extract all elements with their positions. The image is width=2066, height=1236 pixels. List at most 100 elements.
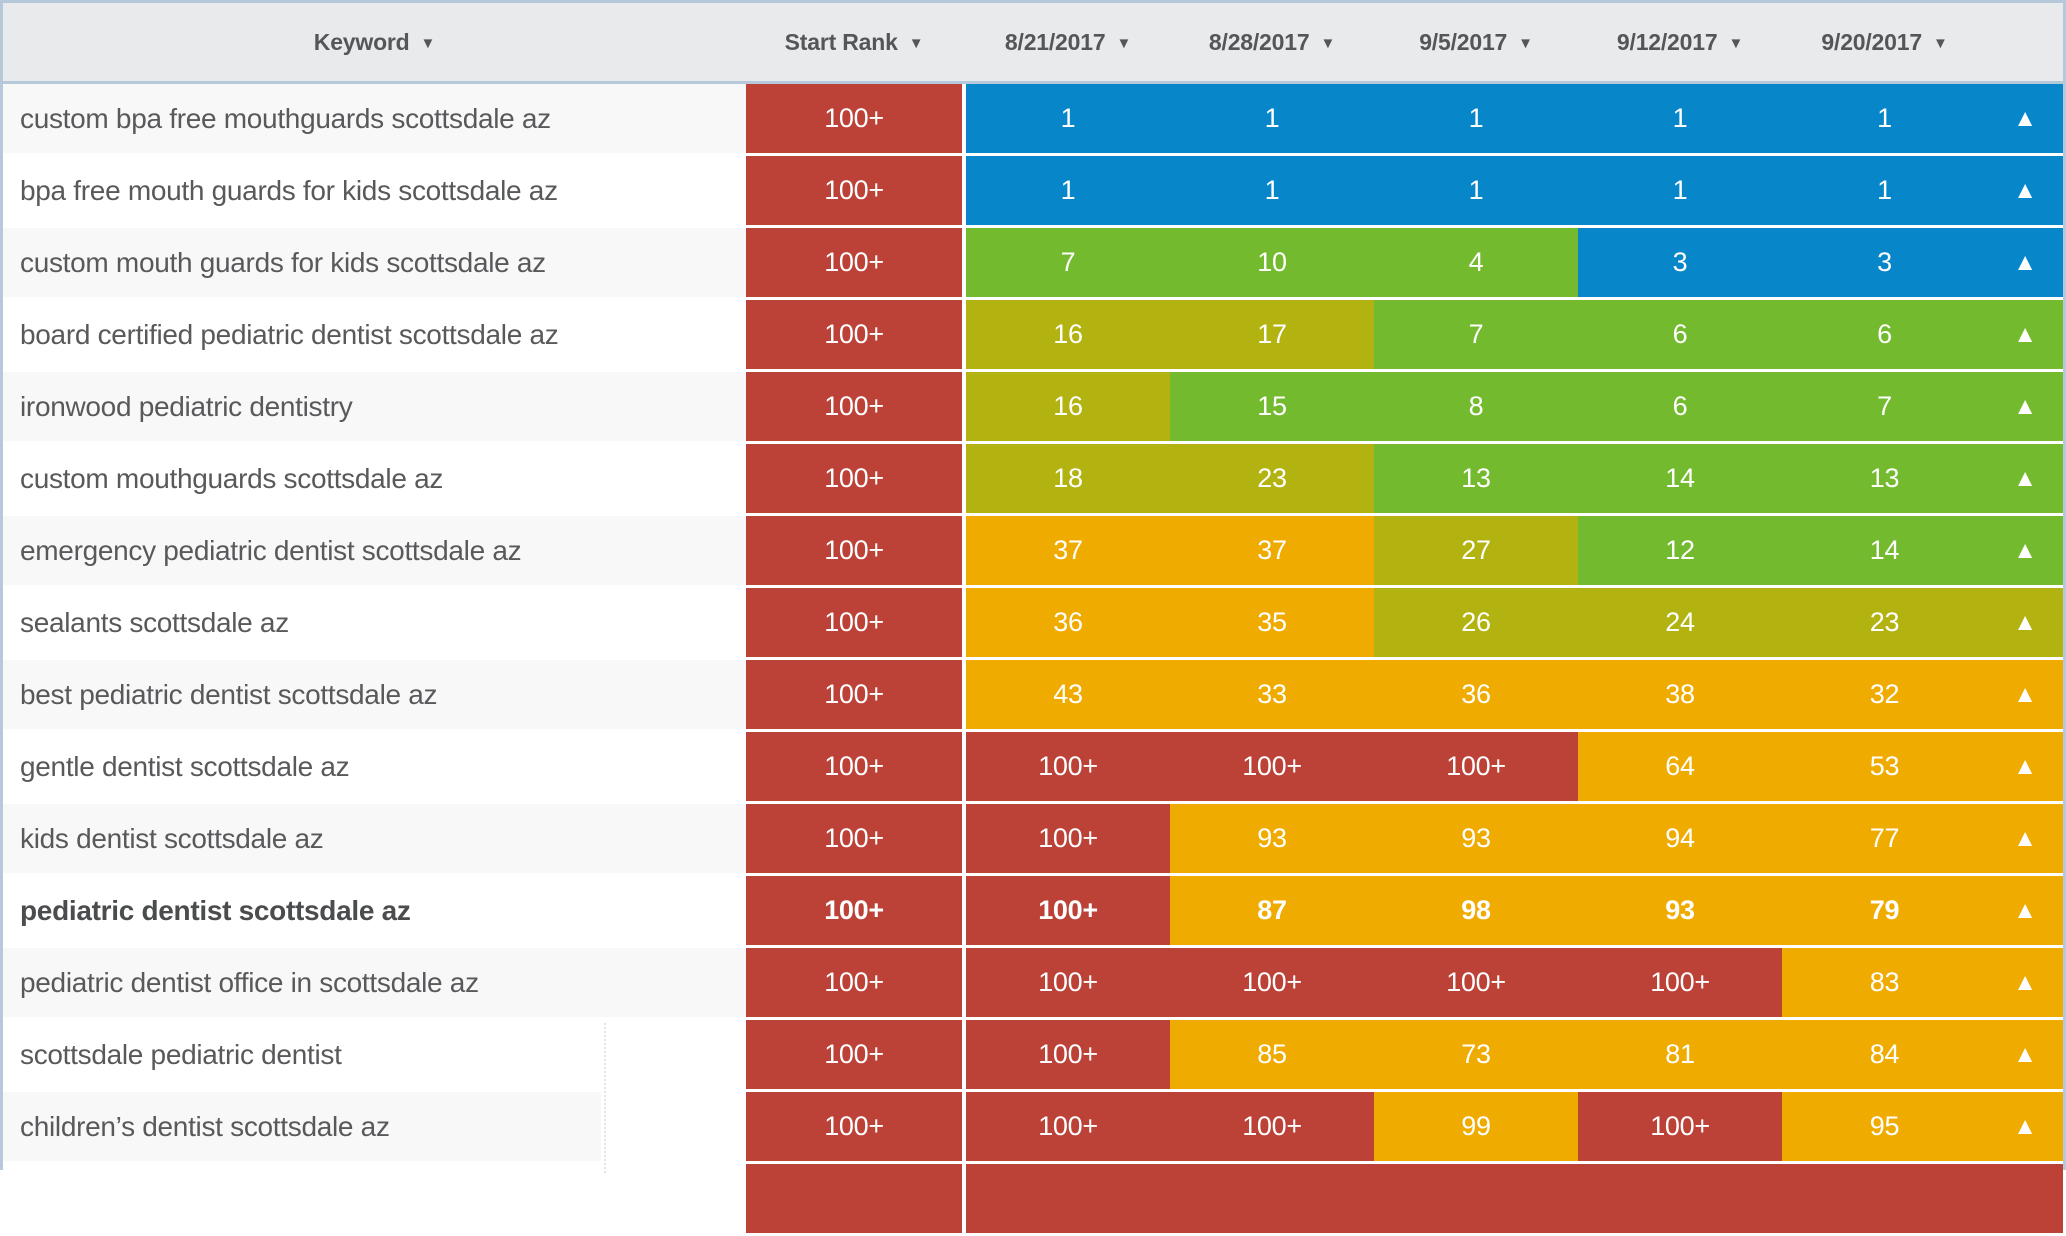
rank-value-cell: 100+ bbox=[966, 876, 1170, 948]
rank-value-cell: 32 bbox=[1782, 660, 1987, 732]
column-gap bbox=[962, 300, 966, 372]
keyword-cell: pediatric dentist scottsdale az bbox=[3, 876, 746, 948]
column-header-keyword[interactable]: Keyword ▼ bbox=[3, 3, 746, 81]
keyword-cell: custom mouthguards scottsdale az bbox=[3, 444, 746, 516]
rank-value-cell: 100+ bbox=[1578, 1092, 1782, 1164]
trend-up-icon: ▲ bbox=[2013, 608, 2037, 636]
start-rank-cell: 100+ bbox=[746, 1092, 962, 1164]
column-header-date-3[interactable]: 9/5/2017 ▼ bbox=[1374, 3, 1578, 81]
rank-value-cell: 73 bbox=[1374, 1020, 1578, 1092]
column-header-date-1[interactable]: 8/21/2017 ▼ bbox=[966, 3, 1170, 81]
trend-cell: ▲ bbox=[1987, 228, 2063, 300]
sort-descending-icon: ▼ bbox=[1518, 35, 1533, 52]
rank-value-cell: 93 bbox=[1578, 876, 1782, 948]
rank-value-cell bbox=[1374, 1164, 1578, 1236]
column-header-date-label: 9/12/2017 bbox=[1616, 28, 1718, 55]
rank-value-cell: 37 bbox=[966, 516, 1170, 588]
rank-value-cell: 26 bbox=[1374, 588, 1578, 660]
rank-value-cell: 77 bbox=[1782, 804, 1987, 876]
rank-value-cell: 14 bbox=[1578, 444, 1782, 516]
rank-value-cell: 27 bbox=[1374, 516, 1578, 588]
rank-value-cell: 6 bbox=[1578, 300, 1782, 372]
column-gap bbox=[962, 516, 966, 588]
column-header-date-4[interactable]: 9/12/2017 ▼ bbox=[1578, 3, 1782, 81]
rank-value-cell: 53 bbox=[1782, 732, 1987, 804]
rank-value-cell: 3 bbox=[1782, 228, 1987, 300]
column-header-date-label: 8/21/2017 bbox=[1004, 28, 1106, 55]
column-gap bbox=[962, 876, 966, 948]
rank-value-cell: 81 bbox=[1578, 1020, 1782, 1092]
rank-value-cell: 100+ bbox=[966, 1020, 1170, 1092]
rank-value-cell: 6 bbox=[1782, 300, 1987, 372]
rank-value-cell: 1 bbox=[1578, 156, 1782, 228]
keyword-cell: custom bpa free mouthguards scottsdale a… bbox=[3, 84, 746, 156]
rank-value-cell: 100+ bbox=[1170, 1092, 1374, 1164]
table-row: pediatric dentist scottsdale az 100+ 100+ 8… bbox=[3, 876, 2063, 948]
sort-descending-icon: ▼ bbox=[1728, 35, 1744, 52]
table-row-partial bbox=[3, 1164, 2063, 1236]
start-rank-cell: 100+ bbox=[746, 1020, 962, 1092]
rank-value-cell: 35 bbox=[1170, 588, 1374, 660]
trend-cell: ▲ bbox=[1987, 156, 2063, 228]
rank-value-cell: 16 bbox=[966, 300, 1170, 372]
column-gap bbox=[962, 228, 966, 300]
trend-up-icon: ▲ bbox=[2013, 1112, 2037, 1140]
column-header-date-5[interactable]: 9/20/2017 ▼ bbox=[1782, 3, 1987, 81]
column-header-date-label: 8/28/2017 bbox=[1208, 28, 1310, 55]
column-header-start-rank[interactable]: Start Rank ▼ bbox=[746, 3, 962, 81]
rank-value-cell: 7 bbox=[966, 228, 1170, 300]
rank-value-cell: 36 bbox=[1374, 660, 1578, 732]
rank-value-cell: 100+ bbox=[1170, 948, 1374, 1020]
table-row: gentle dentist scottsdale az 100+ 100+ 100+… bbox=[3, 732, 2063, 804]
rank-value-cell: 16 bbox=[966, 372, 1170, 444]
trend-cell: ▲ bbox=[1987, 588, 2063, 660]
rank-value-cell: 37 bbox=[1170, 516, 1374, 588]
trend-up-icon: ▲ bbox=[2013, 392, 2037, 420]
table-row: board certified pediatric dentist scotts… bbox=[3, 300, 2063, 372]
rank-value-cell: 4 bbox=[1374, 228, 1578, 300]
rank-value-cell: 1 bbox=[1782, 84, 1987, 156]
rank-value-cell: 13 bbox=[1782, 444, 1987, 516]
rank-value-cell: 23 bbox=[1170, 444, 1374, 516]
start-rank-cell: 100+ bbox=[746, 444, 962, 516]
rank-value-cell: 79 bbox=[1782, 876, 1987, 948]
column-gap bbox=[962, 1092, 966, 1164]
column-header-keyword-label: Keyword bbox=[313, 28, 410, 55]
rank-value-cell: 100+ bbox=[1374, 948, 1578, 1020]
rank-value-cell: 3 bbox=[1578, 228, 1782, 300]
rank-value-cell bbox=[1578, 1164, 1782, 1236]
trend-up-icon: ▲ bbox=[2013, 104, 2037, 132]
start-rank-cell: 100+ bbox=[746, 228, 962, 300]
trend-cell: ▲ bbox=[1987, 300, 2063, 372]
trend-up-icon: ▲ bbox=[2013, 968, 2037, 996]
start-rank-cell: 100+ bbox=[746, 804, 962, 876]
column-header-date-label: 9/20/2017 bbox=[1821, 28, 1922, 55]
trend-cell: ▲ bbox=[1987, 1020, 2063, 1092]
table-body: custom bpa free mouthguards scottsdale a… bbox=[3, 84, 2063, 1236]
trend-cell: ▲ bbox=[1987, 804, 2063, 876]
rank-value-cell: 98 bbox=[1374, 876, 1578, 948]
table-row: scottsdale pediatric dentist 100+ 100+ 85 73… bbox=[3, 1020, 2063, 1092]
start-rank-cell: 100+ bbox=[746, 516, 962, 588]
column-gap bbox=[962, 948, 966, 1020]
start-rank-cell: 100+ bbox=[746, 588, 962, 660]
start-rank-cell: 100+ bbox=[746, 732, 962, 804]
rank-value-cell: 1 bbox=[966, 84, 1170, 156]
column-header-date-2[interactable]: 8/28/2017 ▼ bbox=[1170, 3, 1374, 81]
rank-value-cell: 83 bbox=[1782, 948, 1987, 1020]
start-rank-cell: 100+ bbox=[746, 300, 962, 372]
rank-value-cell: 10 bbox=[1170, 228, 1374, 300]
rank-value-cell: 100+ bbox=[966, 1092, 1170, 1164]
sort-descending-icon: ▼ bbox=[1116, 35, 1132, 52]
table-row: children’s dentist scottsdale az 100+ 100+… bbox=[3, 1092, 2063, 1164]
rank-value-cell: 99 bbox=[1374, 1092, 1578, 1164]
rank-value-cell: 94 bbox=[1578, 804, 1782, 876]
rank-value-cell: 85 bbox=[1170, 1020, 1374, 1092]
rank-value-cell: 87 bbox=[1170, 876, 1374, 948]
trend-cell: ▲ bbox=[1987, 372, 2063, 444]
table-row: sealants scottsdale az 100+ 36 35 26 24 23 ▲ bbox=[3, 588, 2063, 660]
rank-value-cell: 38 bbox=[1578, 660, 1782, 732]
rank-value-cell: 18 bbox=[966, 444, 1170, 516]
rank-value-cell: 100+ bbox=[1578, 948, 1782, 1020]
trend-up-icon: ▲ bbox=[2013, 176, 2037, 204]
